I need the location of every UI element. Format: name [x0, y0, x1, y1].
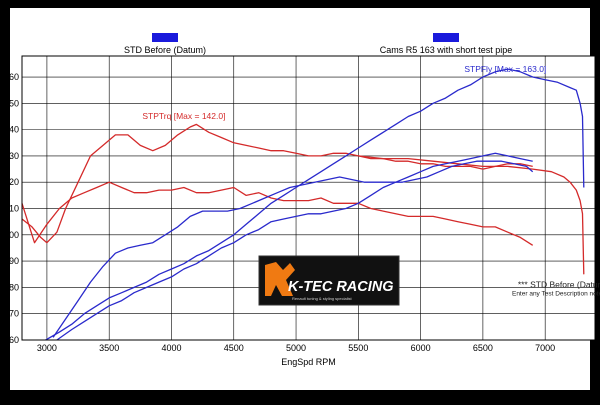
x-tick-label: 4500: [224, 343, 244, 353]
x-tick-label: 5000: [286, 343, 306, 353]
y-tick-label: 150: [4, 98, 19, 108]
y-tick-label: 130: [4, 151, 19, 161]
x-axis-title: EngSpd RPM: [281, 357, 336, 367]
y-tick-label: 80: [9, 282, 19, 292]
legend-swatch: [433, 33, 459, 42]
series-line-1: [21, 123, 533, 244]
k-tec-racing-logo: K-TEC RACING Renault tuning & styling sp…: [258, 255, 400, 306]
y-tick-label: 100: [4, 230, 19, 240]
axes: 3000 3500 4000 4500 5000 5500 6000 6500 7000 60 70…: [4, 72, 555, 367]
y-tick-label: 140: [4, 125, 19, 135]
plot-frame: [21, 55, 596, 341]
logo-name: K-TEC RACING: [288, 279, 394, 295]
x-tick-label: 3000: [37, 343, 57, 353]
x-tick-label: 5500: [348, 343, 368, 353]
logo-tagline: Renault tuning & styling specialist: [292, 296, 352, 301]
chart-annotation: *** STD Before (Datum) ***: [518, 279, 600, 289]
series-line-6: [56, 152, 533, 341]
series-line-3: [358, 155, 585, 275]
y-tick-label: 160: [4, 72, 19, 82]
k-tec-emblem-icon: [265, 262, 295, 296]
series-line-5: [52, 160, 534, 338]
y-tick-label: 120: [4, 177, 19, 187]
x-tick-label: 6500: [473, 343, 493, 353]
series-group: [21, 68, 585, 341]
y-tick-label: 60: [9, 335, 19, 345]
y-tick-label: 110: [5, 204, 19, 214]
x-tick-label: 6000: [411, 343, 431, 353]
series-line-4: [45, 68, 585, 341]
y-tick-label: 90: [9, 256, 19, 266]
annotations: STPTrq [Max = 142.0] STPFly [Max = 163.0]…: [142, 64, 600, 298]
legend: STD Before (Datum) Cams R5 163 with short…: [124, 33, 512, 55]
legend-label: STD Before (Datum): [124, 45, 206, 55]
x-tick-label: 7000: [535, 343, 555, 353]
chart-annotation: STPTrq [Max = 142.0]: [142, 111, 225, 121]
chart-annotation: Enter any Test Description notes here...: [512, 290, 600, 297]
grid: [22, 56, 595, 341]
legend-swatch: [152, 33, 178, 42]
y-tick-label: 70: [9, 309, 19, 319]
legend-label: Cams R5 163 with short test pipe: [380, 45, 513, 55]
x-tick-label: 4000: [161, 343, 181, 353]
x-tick-label: 3500: [99, 343, 119, 353]
chart-annotation: STPFly [Max = 163.0]: [464, 64, 546, 74]
